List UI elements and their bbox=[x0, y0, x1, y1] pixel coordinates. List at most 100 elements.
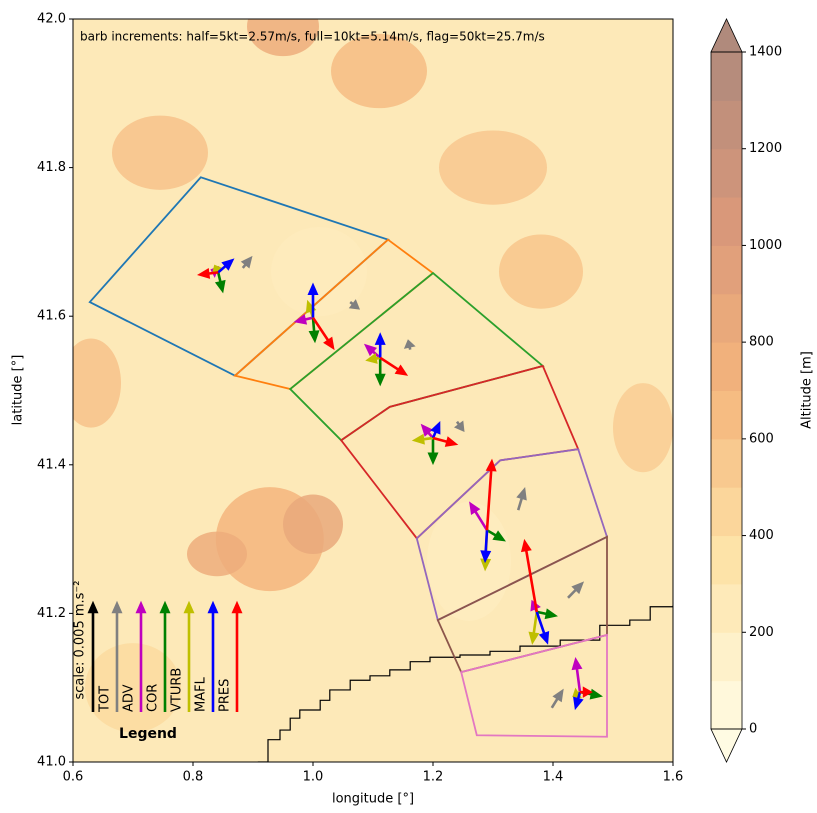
y-tick-label: 41.0 bbox=[37, 755, 66, 770]
colorbar-band bbox=[711, 245, 742, 295]
x-tick-label: 1.2 bbox=[423, 770, 444, 785]
force-arrow bbox=[365, 352, 381, 364]
force-arrow bbox=[550, 688, 564, 709]
force-arrow bbox=[196, 268, 219, 279]
x-tick-label: 0.8 bbox=[183, 770, 204, 785]
force-arrow bbox=[374, 332, 386, 358]
colorbar-band bbox=[711, 100, 742, 150]
force-arrow bbox=[536, 608, 558, 620]
y-tick-label: 41.4 bbox=[37, 457, 66, 472]
y-tick-label: 41.8 bbox=[37, 160, 66, 175]
legend-title: Legend bbox=[119, 726, 177, 742]
colorbar-band bbox=[711, 197, 742, 246]
terrain-contour bbox=[613, 383, 673, 473]
force-arrow bbox=[486, 529, 506, 542]
force-arrow bbox=[374, 357, 386, 387]
force-arrow bbox=[348, 299, 361, 310]
force-arrow bbox=[516, 486, 527, 511]
colorbar-tick-label: 400 bbox=[749, 528, 774, 543]
x-tick-label: 1.0 bbox=[303, 770, 324, 785]
colorbar-band bbox=[711, 583, 742, 633]
force-arrow bbox=[469, 501, 489, 531]
colorbar-band bbox=[711, 487, 742, 537]
terrain-contour bbox=[499, 234, 583, 309]
terrain-contour bbox=[73, 338, 121, 428]
y-tick-label: 41.6 bbox=[37, 309, 66, 324]
force-arrow bbox=[520, 538, 539, 613]
legend-arrow bbox=[135, 600, 147, 712]
x-tick-label: 1.4 bbox=[543, 770, 564, 785]
force-arrow bbox=[432, 436, 459, 447]
colorbar-tick-label: 1000 bbox=[749, 238, 782, 253]
terrain-contour bbox=[427, 501, 511, 621]
y-axis-label: latitude [°] bbox=[11, 355, 26, 426]
force-arrow bbox=[528, 611, 540, 645]
coastline bbox=[257, 605, 673, 762]
colorbar-extend-bottom bbox=[710, 728, 743, 763]
region-outline bbox=[415, 448, 609, 622]
legend-label: MAFL bbox=[194, 676, 209, 712]
plot-area bbox=[73, 19, 673, 762]
legend-arrow bbox=[231, 600, 243, 712]
legend-arrow bbox=[159, 600, 171, 712]
legend-scale-label: scale: 0.005 m.s⁻² bbox=[73, 581, 88, 700]
terrain-contour bbox=[85, 643, 181, 733]
force-arrow bbox=[307, 282, 319, 318]
colorbar-band bbox=[711, 632, 742, 682]
colorbar-extend-top bbox=[710, 18, 743, 53]
force-arrow bbox=[567, 581, 585, 599]
force-arrow bbox=[427, 438, 439, 466]
legend-label: COR bbox=[146, 684, 161, 712]
colorbar-band bbox=[711, 680, 742, 730]
terrain-contour bbox=[439, 130, 547, 205]
legend-arrow bbox=[111, 600, 123, 712]
legend-label: VTURB bbox=[170, 668, 185, 712]
colorbar-tick-label: 1400 bbox=[749, 45, 782, 60]
force-arrow bbox=[311, 316, 335, 351]
terrain-contour bbox=[187, 531, 247, 577]
force-arrow bbox=[535, 611, 550, 645]
colorbar-band bbox=[711, 148, 742, 198]
force-arrow bbox=[403, 339, 416, 350]
colorbar-band bbox=[711, 52, 742, 101]
colorbar-frame bbox=[710, 51, 743, 730]
y-tick-label: 41.2 bbox=[37, 606, 66, 621]
terrain-contour bbox=[331, 33, 427, 109]
terrain-contour bbox=[247, 19, 319, 57]
force-arrow bbox=[571, 656, 583, 693]
region-outline bbox=[460, 633, 608, 738]
terrain-contour bbox=[271, 227, 367, 317]
force-arrow bbox=[240, 255, 253, 269]
colorbar-tick-label: 800 bbox=[749, 335, 774, 350]
force-arrow bbox=[580, 686, 593, 698]
force-arrow bbox=[293, 313, 314, 325]
force-arrow bbox=[379, 356, 409, 376]
colorbar-band bbox=[711, 390, 742, 440]
force-arrow bbox=[453, 420, 465, 432]
legend-arrow bbox=[183, 600, 195, 712]
terrain-contour bbox=[283, 494, 343, 554]
x-tick-label: 0.6 bbox=[63, 770, 84, 785]
force-arrow bbox=[573, 691, 584, 711]
colorbar-label: Altitude [m] bbox=[800, 351, 815, 429]
axes-frame bbox=[72, 18, 674, 763]
force-arrow bbox=[485, 458, 497, 531]
colorbar-band bbox=[711, 293, 742, 343]
colorbar-band bbox=[711, 535, 742, 585]
colorbar-band bbox=[711, 438, 742, 488]
colorbar-tick-label: 600 bbox=[749, 431, 774, 446]
legend-arrow bbox=[207, 600, 219, 712]
x-axis-label: longitude [°] bbox=[332, 792, 414, 807]
colorbar-tick-label: 200 bbox=[749, 625, 774, 640]
force-arrow bbox=[214, 272, 226, 294]
colorbar-band bbox=[711, 342, 742, 391]
force-arrow bbox=[217, 258, 235, 274]
y-tick-label: 42.0 bbox=[37, 12, 66, 27]
terrain-contour bbox=[112, 115, 208, 190]
force-arrow bbox=[411, 433, 434, 445]
colorbar-tick-label: 0 bbox=[749, 722, 757, 737]
force-arrow bbox=[480, 530, 492, 564]
legend-label: PRES bbox=[218, 679, 233, 712]
x-tick-label: 1.6 bbox=[663, 770, 684, 785]
